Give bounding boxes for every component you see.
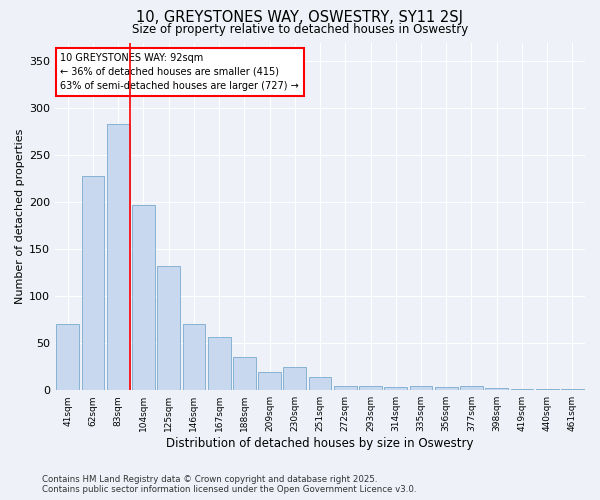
Bar: [132, 205, 155, 390]
Bar: [435, 388, 458, 390]
Bar: [309, 377, 331, 390]
Bar: [56, 324, 79, 390]
Text: Contains HM Land Registry data © Crown copyright and database right 2025.
Contai: Contains HM Land Registry data © Crown c…: [42, 474, 416, 494]
Bar: [182, 324, 205, 390]
Y-axis label: Number of detached properties: Number of detached properties: [15, 128, 25, 304]
Bar: [233, 358, 256, 390]
Bar: [485, 388, 508, 390]
Bar: [258, 372, 281, 390]
Bar: [359, 386, 382, 390]
Text: 10 GREYSTONES WAY: 92sqm
← 36% of detached houses are smaller (415)
63% of semi-: 10 GREYSTONES WAY: 92sqm ← 36% of detach…: [61, 53, 299, 91]
Text: Size of property relative to detached houses in Oswestry: Size of property relative to detached ho…: [132, 22, 468, 36]
Bar: [460, 386, 483, 390]
Bar: [82, 176, 104, 390]
X-axis label: Distribution of detached houses by size in Oswestry: Distribution of detached houses by size …: [166, 437, 474, 450]
Bar: [208, 336, 230, 390]
Text: 10, GREYSTONES WAY, OSWESTRY, SY11 2SJ: 10, GREYSTONES WAY, OSWESTRY, SY11 2SJ: [137, 10, 464, 25]
Bar: [410, 386, 433, 390]
Bar: [385, 388, 407, 390]
Bar: [283, 366, 306, 390]
Bar: [157, 266, 180, 390]
Bar: [334, 386, 356, 390]
Bar: [107, 124, 130, 390]
